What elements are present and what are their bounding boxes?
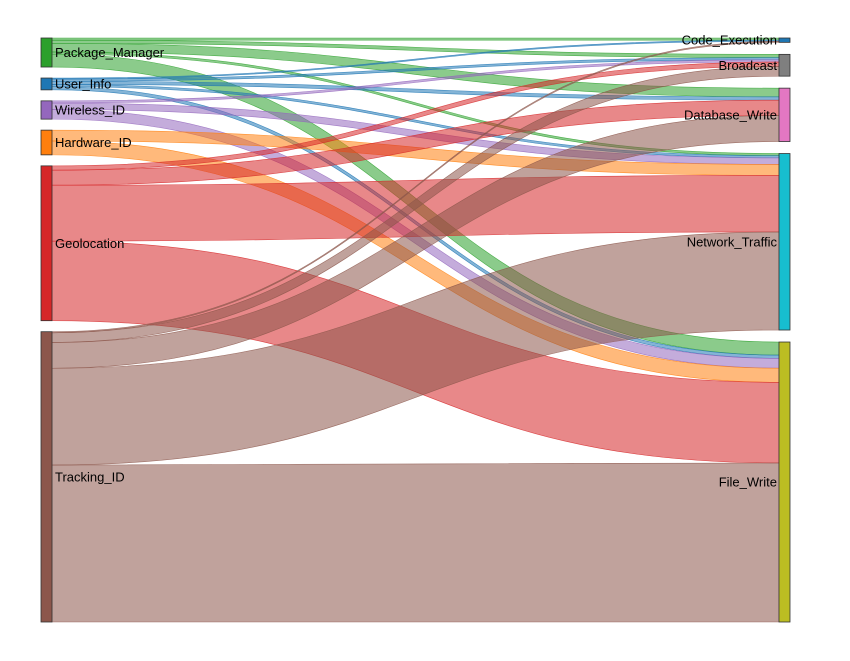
node-hardware-id [40,129,53,156]
node-broadcast [778,53,791,77]
links-layer [51,37,780,623]
node-label-file-write: File_Write [719,475,777,490]
node-label-package-manager: Package_Manager [55,45,165,60]
node-tracking-id [40,331,53,623]
node-label-code-execution: Code_Execution [682,33,777,48]
node-user-info [40,77,53,91]
link-tracking-id-to-file-write [51,462,780,623]
node-file-write [778,341,791,623]
node-package-manager [40,37,53,68]
labels-layer: Package_Manager User_Info Wireless_ID Hardw… [55,33,777,490]
nodes-layer [40,37,791,623]
node-database-write [778,87,791,142]
node-label-network-traffic: Network_Traffic [687,234,778,249]
node-label-database-write: Database_Write [684,107,777,122]
node-label-tracking-id: Tracking_ID [55,469,125,484]
node-wireless-id [40,100,53,120]
node-label-hardware-id: Hardware_ID [55,135,132,150]
link-package-manager-to-code-execution [51,37,780,41]
node-label-user-info: User_Info [55,76,111,91]
node-geolocation [40,165,53,322]
node-label-broadcast: Broadcast [718,58,777,73]
node-label-geolocation: Geolocation [55,236,124,251]
node-code-execution [778,37,791,43]
node-label-wireless-id: Wireless_ID [55,102,125,117]
node-network-traffic [778,153,791,331]
